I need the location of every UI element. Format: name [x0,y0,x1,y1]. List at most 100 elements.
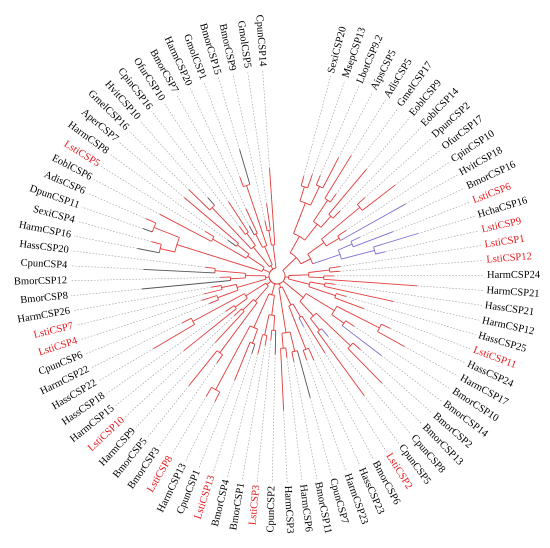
leaf-guide-line [385,230,480,253]
branch-segment [271,295,275,316]
branch-segment [239,149,251,185]
branch-arc [350,241,354,247]
leaf-guide-line [70,288,142,297]
branch-segment [253,293,270,328]
leaf-guide-line [101,166,206,232]
branch-segment [211,207,252,250]
leaf-guide-line [109,153,229,241]
branch-segment [308,348,315,361]
leaf-guide-line [324,352,387,452]
branch-segment [160,248,175,253]
branch-segment [254,285,269,302]
branch-segment [337,230,347,237]
leaf-guide-line [345,296,476,335]
leaf-guide-line [359,187,465,238]
leaf-guide-line [390,328,466,364]
branch-segment [289,331,296,352]
branch-segment [206,387,212,397]
leaf-guide-line [256,340,272,483]
branch-segment [281,333,284,349]
branch-segment [329,270,340,273]
leaf-guide-line [339,127,422,212]
leaf-guide-line [232,73,266,222]
branch-segment [238,226,246,235]
branch-segment [312,254,341,265]
branch-segment [230,277,246,280]
branch-segment [201,295,218,301]
branch-segment [291,351,295,362]
branch-segment [214,391,221,402]
branch-segment [215,325,251,391]
branch-segment [234,342,251,381]
branch-segment [239,177,244,187]
branch-segment [288,278,310,285]
leaf-guide-line [309,397,332,476]
branch-segment [234,308,243,316]
branch-arc [243,184,251,188]
leaf-label: LstiCSP12 [486,251,532,265]
leaf-guide-line [139,120,209,198]
branch-segment [288,274,309,276]
branch-segment [377,331,405,347]
branch-segment [207,197,215,206]
branch-segment [264,314,270,336]
branch-segment [340,203,407,241]
branch-arc [216,350,223,356]
branch-segment [299,300,314,317]
leaf-guide-line [338,92,373,158]
branch-segment [255,233,263,248]
branch-segment [188,189,211,211]
branch-arc [307,253,314,264]
branch-segment [336,293,347,297]
branch-segment [322,157,339,189]
leaf-guide-line [115,350,185,406]
leaf-guide-line [394,149,442,186]
leaf-guide-line [262,69,270,169]
branch-segment [321,206,361,240]
leaf-guide-line [350,99,386,156]
branch-segment [345,320,355,327]
branch-segment [288,305,307,350]
leaf-guide-line [128,130,190,190]
branch-arc [253,232,258,236]
branch-segment [192,293,245,322]
branch-segment [310,186,320,206]
leaf-guide-line [405,174,458,205]
leaf-guide-line [147,385,190,438]
leaf-guide-line [417,215,476,234]
branch-segment [236,278,267,288]
branch-segment [338,243,353,251]
leaf-label: BmorCSP8 [20,291,69,307]
branch-segment [310,318,320,331]
leaf-guide-line [345,161,450,231]
leaf-guide-line [417,285,484,291]
leaf-guide-line [286,357,303,482]
branch-segment [266,203,271,231]
branch-arc [310,312,317,319]
leaf-guide-line [306,359,347,472]
branch-segment [143,268,215,274]
branch-segment [347,348,383,384]
branch-segment [252,328,259,344]
branch-segment [214,270,246,274]
leaf-label: BmorCSP12 [14,275,67,287]
branch-arc [317,328,322,333]
branch-segment [301,315,326,354]
leaf-guide-line [159,362,218,447]
branch-segment [324,285,394,302]
branch-segment [307,174,313,188]
leaf-guide-line [118,141,185,198]
branch-segment [221,283,237,288]
branch-segment [308,269,330,273]
leaf-guide-line [72,286,212,311]
leaf-guide-line [151,111,240,227]
leaf-guide-line [364,137,432,198]
branch-segment [289,236,300,254]
leaf-guide-line [312,80,346,175]
leaf-guide-line [87,192,147,220]
branch-segment [341,249,375,260]
branch-segment [216,354,223,364]
leaf-guide-line [242,345,266,481]
branch-segment [315,175,321,186]
leaf-label: HarmCSP6 [297,484,314,533]
